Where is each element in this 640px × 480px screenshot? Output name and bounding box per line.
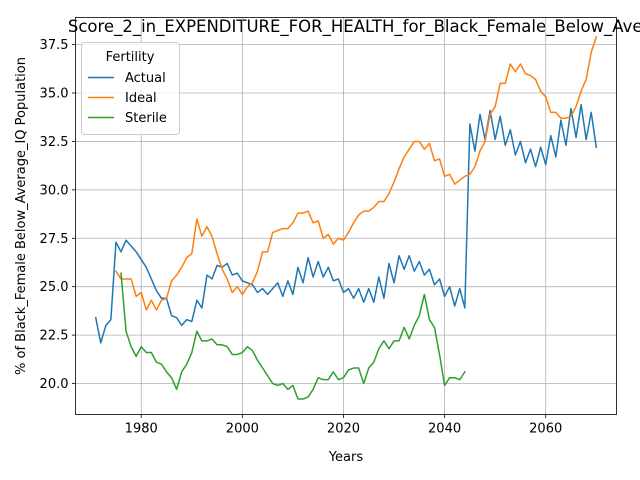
legend-title: Fertility [106, 50, 155, 65]
legend: Fertility Actual Ideal Sterile [82, 43, 180, 135]
y-tick-label: 32.5 [40, 135, 69, 150]
chart-title: Score_2_in_EXPENDITURE_FOR_HEALTH_for_Bl… [68, 17, 640, 37]
x-axis-label: Years [328, 450, 364, 465]
x-tick-label: 2000 [226, 422, 259, 437]
x-tick-label: 2040 [428, 422, 461, 437]
x-tick-label: 2020 [327, 422, 360, 437]
y-tick-label: 20.0 [40, 377, 69, 392]
y-tick-label: 27.5 [40, 232, 69, 247]
x-tick-label: 1980 [125, 422, 158, 437]
y-tick-label: 35.0 [40, 87, 69, 102]
legend-label-actual: Actual [125, 71, 166, 86]
legend-label-ideal: Ideal [125, 91, 157, 106]
x-tick-label: 2060 [529, 422, 562, 437]
y-tick-label: 37.5 [40, 38, 69, 53]
y-tick-label: 22.5 [40, 329, 69, 344]
y-tick-label: 25.0 [40, 280, 69, 295]
y-axis-label: % of Black_Female Below_Average_IQ Popul… [14, 57, 29, 375]
y-tick-label: 30.0 [40, 183, 69, 198]
legend-label-sterile: Sterile [125, 111, 167, 126]
